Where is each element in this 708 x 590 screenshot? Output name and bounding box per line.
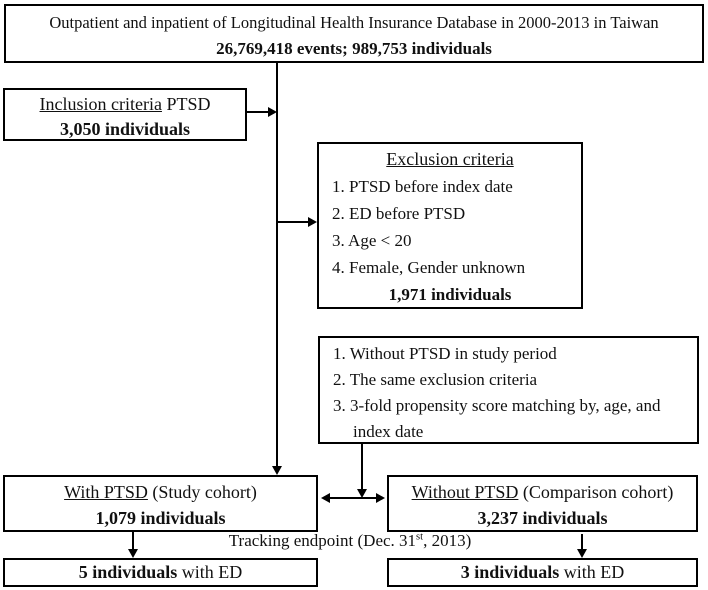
tracking-endpoint-label: Tracking endpoint (Dec. 31st, 2013)	[228, 531, 472, 550]
database-box: Outpatient and inpatient of Longitudinal…	[4, 4, 704, 63]
matching-item: 1. Without PTSD in study period	[333, 344, 557, 363]
arrow-inclusion-line	[246, 111, 269, 113]
arrow-cohort-left-head-icon	[321, 493, 330, 503]
arrow-comparison-outcome-line	[581, 534, 583, 550]
exclusion-item: 3. Age < 20	[332, 231, 412, 250]
matching-item: 2. The same exclusion criteria	[333, 370, 538, 389]
study-outcome-count: 5 individuals	[78, 562, 178, 582]
arrow-exclusion-head-icon	[308, 217, 317, 227]
exclusion-item: 4. Female, Gender unknown	[332, 258, 526, 277]
arrow-trunk-head-icon	[272, 466, 282, 475]
study-cohort-box: With PTSD (Study cohort) 1,079 individua…	[3, 475, 318, 532]
arrow-study-outcome-line	[132, 531, 134, 550]
comparison-outcome-count: 3 individuals	[460, 562, 560, 582]
inclusion-criteria-box: Inclusion criteria PTSD 3,050 individual…	[3, 88, 247, 141]
arrow-inclusion-head-icon	[268, 107, 277, 117]
exclusion-title: Exclusion criteria	[386, 149, 514, 169]
matching-criteria-box: 1. Without PTSD in study period 2. The s…	[318, 336, 699, 444]
comparison-cohort-count: 3,237 individuals	[477, 508, 608, 528]
arrow-trunk-line	[276, 62, 278, 467]
comparison-cohort-title: Without PTSD (Comparison cohort)	[411, 482, 674, 502]
study-outcome-rest: with ED	[177, 562, 243, 582]
study-outcome-box: 5 individuals with ED	[3, 558, 318, 587]
exclusion-count: 1,971 individuals	[388, 285, 512, 304]
inclusion-title: Inclusion criteria PTSD	[39, 94, 211, 114]
inclusion-count: 3,050 individuals	[59, 119, 191, 139]
comparison-outcome-box: 3 individuals with ED	[387, 558, 698, 587]
study-cohort-count: 1,079 individuals	[95, 508, 226, 528]
exclusion-item: 2. ED before PTSD	[332, 204, 466, 223]
database-count: 26,769,418 events; 989,753 individuals	[216, 39, 492, 58]
exclusion-item: 1. PTSD before index date	[332, 177, 513, 196]
study-cohort-title: With PTSD (Study cohort)	[64, 482, 257, 502]
arrow-matching-line	[361, 443, 363, 490]
arrow-cohort-line	[329, 497, 377, 499]
arrow-exclusion-line	[277, 221, 309, 223]
arrow-study-outcome-head-icon	[128, 549, 138, 558]
matching-item: 3. 3-fold propensity score matching by, …	[333, 396, 661, 441]
database-title: Outpatient and inpatient of Longitudinal…	[49, 13, 659, 32]
comparison-cohort-box: Without PTSD (Comparison cohort) 3,237 i…	[387, 475, 698, 532]
arrow-comparison-outcome-head-icon	[577, 549, 587, 558]
exclusion-criteria-box: Exclusion criteria 1. PTSD before index …	[317, 142, 583, 309]
exclusion-items: 1. PTSD before index date 2. ED before P…	[319, 173, 581, 281]
arrow-cohort-right-head-icon	[376, 493, 385, 503]
comparison-outcome-rest: with ED	[559, 562, 625, 582]
arrow-matching-head-icon	[357, 489, 367, 498]
